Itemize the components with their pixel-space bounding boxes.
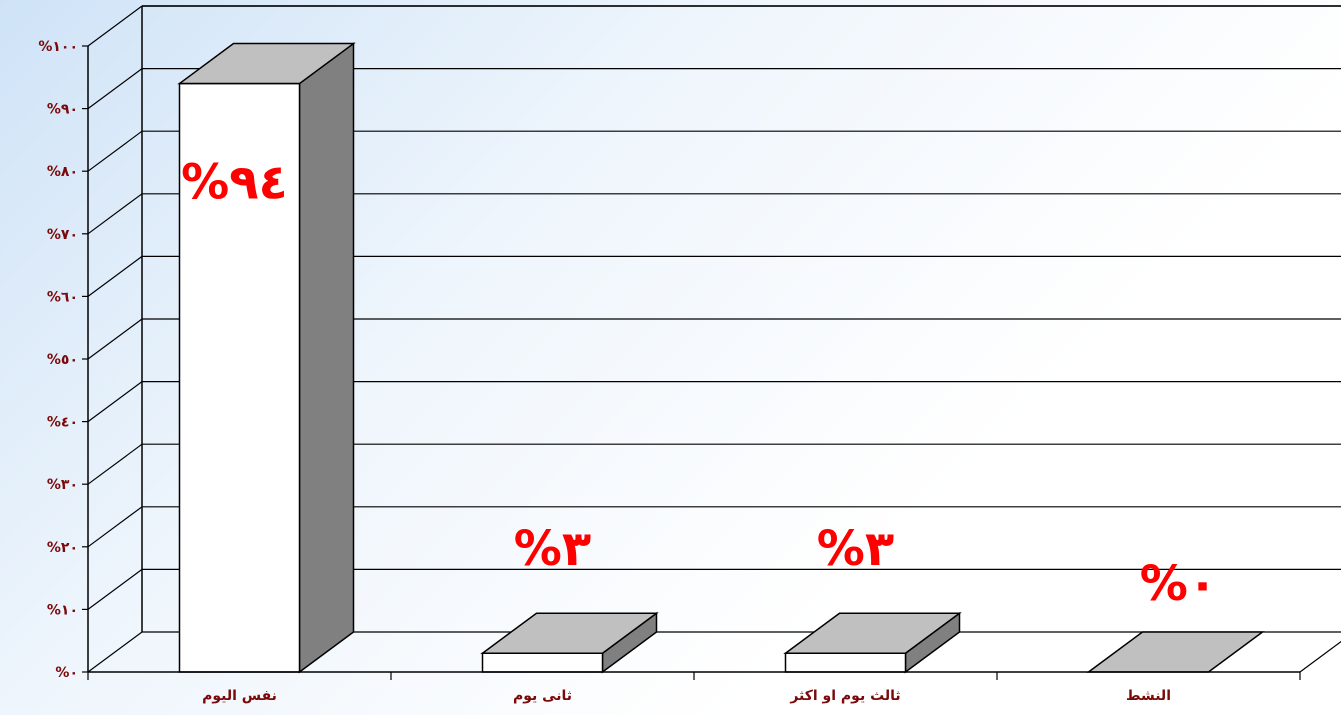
x-tick-label: ثالث يوم او اكثر bbox=[789, 688, 900, 704]
bar-top bbox=[1086, 631, 1265, 673]
y-tick-label: %٤٠ bbox=[47, 415, 78, 431]
bars-layer bbox=[177, 42, 1265, 674]
y-tick-label: %١٠ bbox=[47, 602, 78, 618]
y-tick-label: %٦٠ bbox=[47, 289, 78, 305]
x-tick-label: النشط bbox=[1126, 688, 1171, 704]
bar bbox=[480, 611, 659, 674]
bar bbox=[1086, 631, 1265, 673]
bar-front bbox=[481, 652, 604, 673]
y-tick-label: %٨٠ bbox=[47, 164, 78, 180]
gridline-side bbox=[87, 193, 143, 235]
data-label: %٩٤ bbox=[181, 155, 288, 211]
axis-layer: %٠ %١٠ %٢٠ %٣٠ %٤٠ %٥٠ %٦٠ %٧٠ %٨٠ %٩٠ %١٠٠ bbox=[38, 39, 1301, 681]
gridline-side bbox=[87, 631, 143, 673]
gridline-side bbox=[87, 68, 143, 110]
gridline-side bbox=[87, 130, 143, 172]
x-tick-label: ثانى يوم bbox=[513, 688, 572, 704]
y-tick-label: %٩٠ bbox=[47, 102, 78, 118]
gridline-side bbox=[87, 5, 143, 47]
labels-layer: نفس اليوم %٩٤ ثانى يوم %٣ ثالث يوم او اكثر %٣… bbox=[181, 155, 1217, 704]
y-tick-label: %٢٠ bbox=[47, 540, 78, 556]
bar-side bbox=[298, 42, 355, 674]
data-label: %٣ bbox=[514, 521, 591, 577]
data-label: %٣ bbox=[817, 521, 894, 577]
y-tick-label: %٥٠ bbox=[47, 352, 78, 368]
floor-edge bbox=[1299, 640, 1341, 673]
bar-front bbox=[784, 652, 907, 673]
bar bbox=[177, 42, 356, 674]
bar-top bbox=[783, 612, 962, 654]
bar bbox=[783, 611, 962, 674]
x-tick-label: نفس اليوم bbox=[202, 688, 277, 704]
gridline-side bbox=[87, 255, 143, 297]
gridline-side bbox=[87, 318, 143, 360]
bar-top bbox=[177, 42, 356, 85]
gridline-side bbox=[87, 381, 143, 423]
y-tick-label: %٧٠ bbox=[47, 227, 78, 243]
gridline-side bbox=[87, 506, 143, 548]
y-tick-label: %١٠٠ bbox=[38, 39, 78, 55]
y-tick-label: %٣٠ bbox=[47, 477, 78, 493]
gridline-side bbox=[87, 443, 143, 485]
bar-top bbox=[480, 612, 659, 654]
y-tick-label: %٠ bbox=[55, 665, 78, 681]
gridline-side bbox=[87, 568, 143, 610]
data-label: %٠ bbox=[1140, 556, 1217, 612]
